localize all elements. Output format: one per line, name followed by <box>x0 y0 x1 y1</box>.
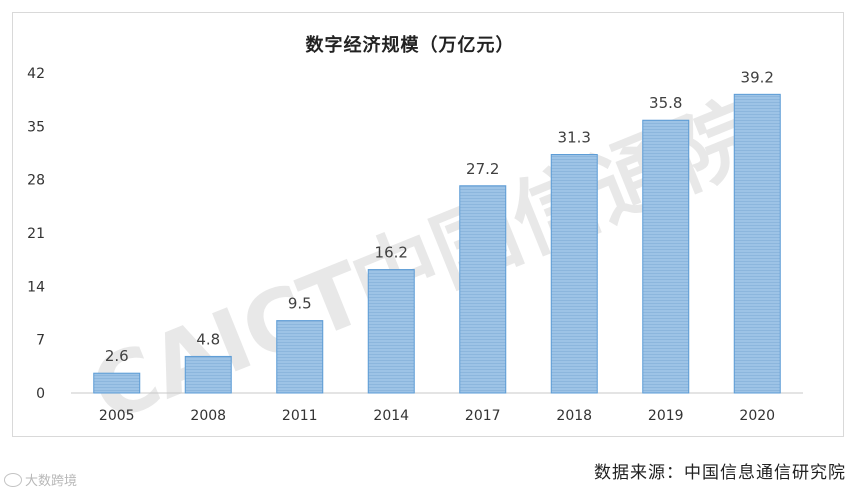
chart-title: 数字经济规模（万亿元） <box>306 34 515 56</box>
data-label-2019: 35.8 <box>649 94 682 112</box>
y-tick-label: 28 <box>27 173 45 189</box>
y-tick-label: 35 <box>27 119 45 135</box>
data-label-2014: 16.2 <box>375 244 408 262</box>
x-tick-label: 2011 <box>282 408 318 424</box>
logo-text: 大数跨境 <box>25 474 78 489</box>
logo-icon <box>4 472 22 487</box>
bar-2008 <box>184 355 232 394</box>
bar-2018 <box>550 154 598 394</box>
logo: 大数跨境 <box>4 470 77 489</box>
data-label-2008: 4.8 <box>196 330 220 348</box>
x-tick-label: 2005 <box>99 408 135 424</box>
x-tick-label: 2008 <box>190 408 226 424</box>
bar-2011 <box>276 320 324 394</box>
bar-2014 <box>367 269 415 394</box>
bar-2020 <box>733 93 781 394</box>
y-tick-label: 0 <box>36 386 45 402</box>
y-tick-label: 42 <box>27 66 45 82</box>
x-tick-label: 2020 <box>739 408 775 424</box>
x-tick-label: 2014 <box>373 408 409 424</box>
bar-2005 <box>93 372 141 394</box>
x-axis: 2005 2008 2011 2014 2017 2018 2019 2020 <box>99 408 775 424</box>
source-note: 数据来源：中国信息通信研究院 <box>594 463 846 483</box>
x-tick-label: 2019 <box>648 408 684 424</box>
y-axis: 0 7 14 21 28 35 42 <box>27 66 45 402</box>
bar-2017 <box>459 185 507 394</box>
y-tick-label: 7 <box>36 333 45 349</box>
data-label-2020: 39.2 <box>741 68 774 86</box>
x-tick-label: 2018 <box>556 408 592 424</box>
y-tick-label: 21 <box>27 226 45 242</box>
data-label-2018: 31.3 <box>558 129 591 147</box>
bar-2019 <box>642 119 690 394</box>
bars: 2.6 4.8 9.5 16.2 27.2 31.3 35.8 39.2 <box>93 68 781 394</box>
y-tick-label: 14 <box>27 279 45 295</box>
data-label-2011: 9.5 <box>288 295 312 313</box>
x-tick-label: 2017 <box>465 408 501 424</box>
data-label-2017: 27.2 <box>466 160 499 178</box>
data-label-2005: 2.6 <box>105 347 129 365</box>
